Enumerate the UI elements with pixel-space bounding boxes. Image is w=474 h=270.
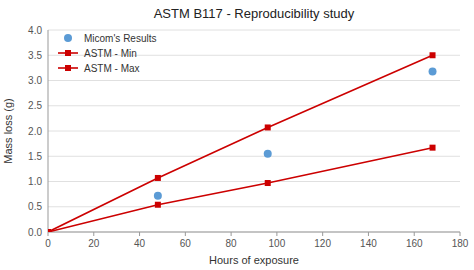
line-marker (265, 124, 271, 130)
line-marker (430, 52, 436, 58)
scatter-point (264, 150, 272, 158)
line-marker (430, 145, 436, 151)
grid-line (48, 181, 460, 182)
x-tick (322, 232, 323, 236)
x-tick-label: 180 (452, 238, 469, 249)
y-tick-label: 1.0 (28, 176, 42, 187)
y-tick-label: 0.5 (28, 201, 42, 212)
x-tick-label: 100 (269, 238, 286, 249)
grid-line (48, 30, 460, 31)
legend-marker (65, 50, 71, 56)
y-tick-label: 2.0 (28, 126, 42, 137)
legend-marker (65, 65, 71, 71)
x-tick-label: 0 (45, 238, 51, 249)
legend-label: ASTM - Min (84, 48, 137, 59)
legend-marker (64, 34, 72, 42)
x-tick-label: 120 (314, 238, 331, 249)
line-marker (155, 175, 161, 181)
x-tick (139, 232, 140, 236)
x-tick (414, 232, 415, 236)
grid-line (48, 156, 460, 157)
x-tick-label: 60 (180, 238, 192, 249)
line-marker (48, 229, 51, 232)
x-tick (276, 232, 277, 236)
y-tick-label: 0.0 (28, 227, 42, 238)
x-tick-label: 160 (406, 238, 423, 249)
plot-area (48, 52, 437, 232)
line-marker (155, 202, 161, 208)
x-tick-label: 20 (88, 238, 100, 249)
line (48, 55, 433, 232)
legend-label: ASTM - Max (84, 63, 140, 74)
x-tick (93, 232, 94, 236)
x-axis (48, 232, 460, 233)
x-tick (460, 232, 461, 236)
scatter-point (154, 192, 162, 200)
legend: Micom's Results ASTM - Min ASTM - Max (58, 33, 156, 74)
grid (48, 30, 460, 232)
x-axis-label: Hours of exposure (209, 254, 299, 266)
y-axis (48, 30, 49, 232)
x-tick-label: 80 (226, 238, 238, 249)
y-tick-label: 1.5 (28, 151, 42, 162)
legend-label: Micom's Results (84, 33, 156, 44)
x-tick-label: 40 (134, 238, 146, 249)
grid-line (48, 105, 460, 106)
grid-line (48, 206, 460, 207)
y-tick-label: 2.5 (28, 100, 42, 111)
x-tick (368, 232, 369, 236)
y-tick-label: 3.5 (28, 50, 42, 61)
x-tick-label: 140 (360, 238, 377, 249)
grid-line (48, 80, 460, 81)
line (48, 148, 433, 232)
chart: ASTM B117 - Reproducibility study 0.0 0.5 1… (0, 0, 474, 270)
x-tick (231, 232, 232, 236)
x-tick (48, 232, 49, 236)
line-layer (48, 52, 436, 232)
x-tick (185, 232, 186, 236)
line-marker (48, 229, 51, 232)
line-marker (265, 180, 271, 186)
title: ASTM B117 - Reproducibility study (154, 6, 355, 21)
scatter-layer (154, 67, 437, 199)
y-tick-label: 4.0 (28, 25, 42, 36)
grid-line (48, 131, 460, 132)
y-axis-label: Mass loss (g) (2, 98, 14, 163)
grid-line (48, 232, 460, 233)
scatter-point (429, 67, 437, 75)
y-tick-label: 3.0 (28, 75, 42, 86)
